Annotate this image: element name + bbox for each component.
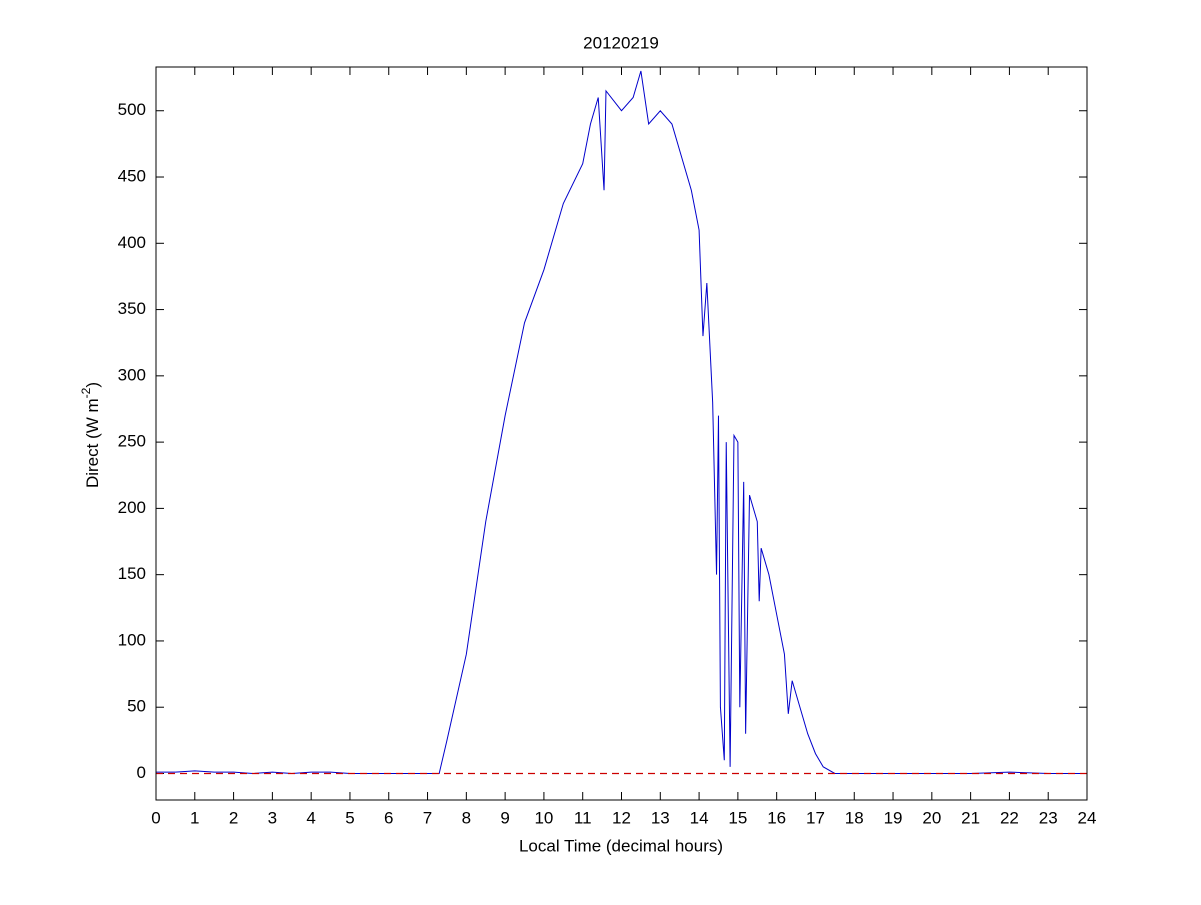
y-tick-label: 450 — [118, 167, 146, 186]
x-tick-label: 13 — [651, 808, 670, 827]
y-tick-label: 150 — [118, 564, 146, 583]
y-tick-label: 250 — [118, 432, 146, 451]
x-tick-label: 14 — [690, 808, 709, 827]
y-tick-label: 350 — [118, 299, 146, 318]
x-tick-label: 6 — [384, 808, 393, 827]
data-line — [156, 70, 1087, 774]
x-tick-label: 8 — [462, 808, 471, 827]
y-axis-label: Direct (W m-2) — [79, 382, 102, 488]
y-tick-label: 50 — [127, 697, 146, 716]
x-tick-label: 17 — [806, 808, 825, 827]
x-tick-label: 0 — [151, 808, 160, 827]
x-tick-label: 7 — [423, 808, 432, 827]
y-tick-label: 0 — [137, 763, 146, 782]
x-tick-label: 23 — [1039, 808, 1058, 827]
x-tick-label: 9 — [500, 808, 509, 827]
x-axis-label: Local Time (decimal hours) — [519, 836, 723, 855]
y-tick-label: 100 — [118, 630, 146, 649]
x-tick-label: 24 — [1078, 808, 1097, 827]
x-tick-label: 18 — [845, 808, 864, 827]
y-tick-label: 400 — [118, 233, 146, 252]
x-tick-label: 11 — [574, 808, 592, 827]
x-tick-label: 5 — [345, 808, 354, 827]
y-axis-label-superscript: -2 — [79, 387, 93, 398]
chart-title: 20120219 — [583, 33, 659, 52]
x-tick-label: 3 — [268, 808, 277, 827]
x-tick-label: 16 — [767, 808, 786, 827]
x-tick-label: 1 — [190, 808, 199, 827]
plot-frame — [155, 66, 1088, 801]
x-tick-label: 12 — [612, 808, 631, 827]
y-axis-label-main: Direct (W m — [83, 398, 102, 488]
x-tick-label: 4 — [306, 808, 315, 827]
y-tick-label: 500 — [118, 100, 146, 119]
y-axis-label-end: ) — [83, 382, 102, 388]
x-tick-label: 10 — [534, 808, 553, 827]
y-tick-label: 300 — [118, 365, 146, 384]
x-tick-label: 21 — [961, 808, 980, 827]
x-tick-label: 2 — [229, 808, 238, 827]
x-tick-label: 22 — [1000, 808, 1019, 827]
x-tick-label: 20 — [922, 808, 941, 827]
x-tick-label: 19 — [884, 808, 903, 827]
y-tick-label: 200 — [118, 498, 146, 517]
x-tick-label: 15 — [728, 808, 747, 827]
